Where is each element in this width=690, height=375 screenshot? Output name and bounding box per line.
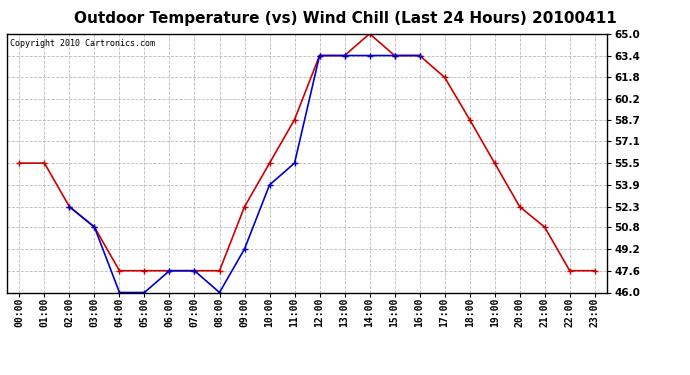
Text: Copyright 2010 Cartronics.com: Copyright 2010 Cartronics.com [10, 39, 155, 48]
Text: Outdoor Temperature (vs) Wind Chill (Last 24 Hours) 20100411: Outdoor Temperature (vs) Wind Chill (Las… [74, 11, 616, 26]
